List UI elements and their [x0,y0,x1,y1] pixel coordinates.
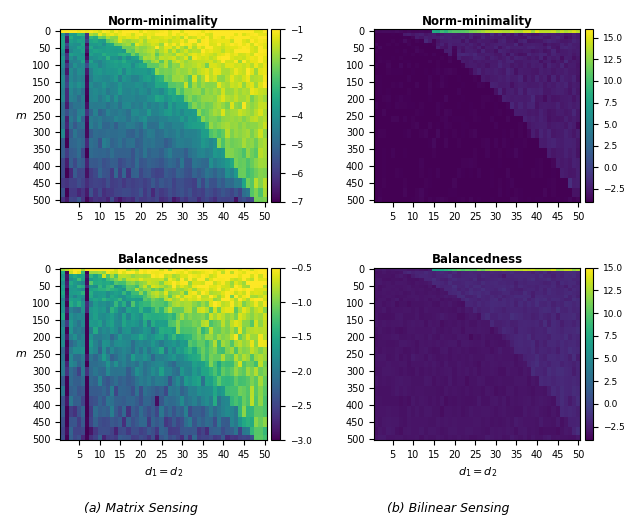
Y-axis label: $m$: $m$ [15,349,27,359]
Title: Norm-minimality: Norm-minimality [108,15,219,28]
Title: Balancedness: Balancedness [118,253,209,266]
Text: (a) Matrix Sensing: (a) Matrix Sensing [84,503,198,515]
Title: Balancedness: Balancedness [431,253,523,266]
X-axis label: $d_1 = d_2$: $d_1 = d_2$ [144,466,183,479]
X-axis label: $d_1 = d_2$: $d_1 = d_2$ [458,466,497,479]
Text: (b) Bilinear Sensing: (b) Bilinear Sensing [387,503,509,515]
Y-axis label: $m$: $m$ [15,111,27,121]
Title: Norm-minimality: Norm-minimality [422,15,532,28]
